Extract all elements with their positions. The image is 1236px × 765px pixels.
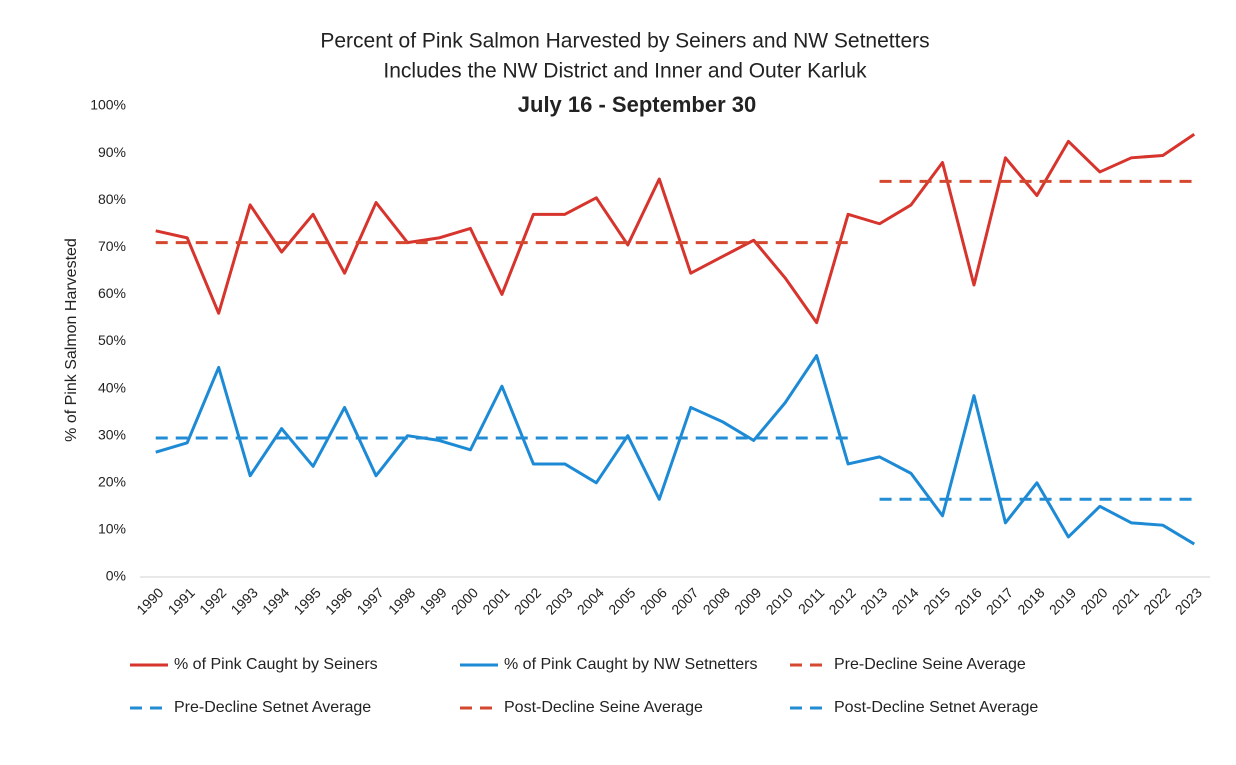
x-tick-label: 2019 [1046, 584, 1079, 617]
x-tick-label: 2004 [574, 584, 607, 617]
x-tick-label: 2023 [1172, 584, 1205, 617]
x-tick-label: 2012 [825, 584, 858, 617]
x-tick-label: 2016 [951, 584, 984, 617]
x-tick-label: 1996 [322, 584, 355, 617]
x-tick-label: 2022 [1140, 584, 1173, 617]
chart-title: Percent of Pink Salmon Harvested by Sein… [320, 30, 929, 53]
x-tick-label: 2018 [1014, 584, 1047, 617]
x-tick-label: 2009 [731, 584, 764, 617]
chart-subtitle: Includes the NW District and Inner and O… [383, 60, 867, 83]
x-tick-label: 2008 [700, 584, 733, 617]
x-tick-label: 1993 [228, 584, 261, 617]
series-line [155, 354, 1196, 546]
y-tick-label: 80% [98, 191, 126, 207]
series-line [155, 133, 1196, 325]
x-tick-label: 2021 [1109, 584, 1142, 617]
x-tick-label: 2007 [668, 584, 701, 617]
y-tick-label: 60% [98, 285, 126, 301]
legend-label: % of Pink Caught by Seiners [174, 656, 378, 673]
x-tick-label: 2001 [479, 584, 512, 617]
y-tick-label: 10% [98, 521, 126, 537]
x-tick-label: 1992 [196, 584, 229, 617]
x-tick-label: 2005 [605, 584, 638, 617]
y-tick-label: 0% [106, 568, 126, 584]
x-tick-label: 2010 [763, 584, 796, 617]
x-tick-label: 2003 [542, 584, 575, 617]
chart-period: July 16 - September 30 [518, 92, 756, 117]
legend-label: % of Pink Caught by NW Setnetters [504, 656, 757, 673]
y-tick-label: 20% [98, 474, 126, 490]
legend-label: Post-Decline Setnet Average [834, 699, 1038, 716]
y-tick-label: 30% [98, 426, 126, 442]
legend-label: Pre-Decline Seine Average [834, 656, 1026, 673]
y-tick-label: 100% [90, 97, 126, 113]
x-tick-label: 2015 [920, 584, 953, 617]
x-tick-label: 2011 [795, 584, 828, 617]
y-axis-label: % of Pink Salmon Harvested [63, 238, 80, 442]
x-tick-label: 1998 [385, 584, 418, 617]
legend-label: Pre-Decline Setnet Average [174, 699, 371, 716]
x-tick-label: 1995 [290, 584, 323, 617]
x-tick-label: 2014 [888, 584, 921, 617]
x-tick-label: 1994 [259, 584, 292, 617]
x-tick-label: 2000 [448, 584, 481, 617]
x-tick-label: 2006 [637, 584, 670, 617]
x-tick-label: 2020 [1077, 584, 1110, 617]
x-tick-label: 2017 [983, 584, 1016, 617]
x-tick-label: 1999 [416, 584, 449, 617]
y-tick-label: 40% [98, 379, 126, 395]
legend-label: Post-Decline Seine Average [504, 699, 703, 716]
x-tick-label: 2002 [511, 584, 544, 617]
x-tick-label: 1997 [353, 584, 386, 617]
y-tick-label: 90% [98, 144, 126, 160]
x-tick-label: 1990 [133, 584, 166, 617]
x-tick-label: 2013 [857, 584, 890, 617]
y-tick-label: 70% [98, 238, 126, 254]
x-tick-label: 1991 [165, 584, 198, 617]
y-tick-label: 50% [98, 332, 126, 348]
